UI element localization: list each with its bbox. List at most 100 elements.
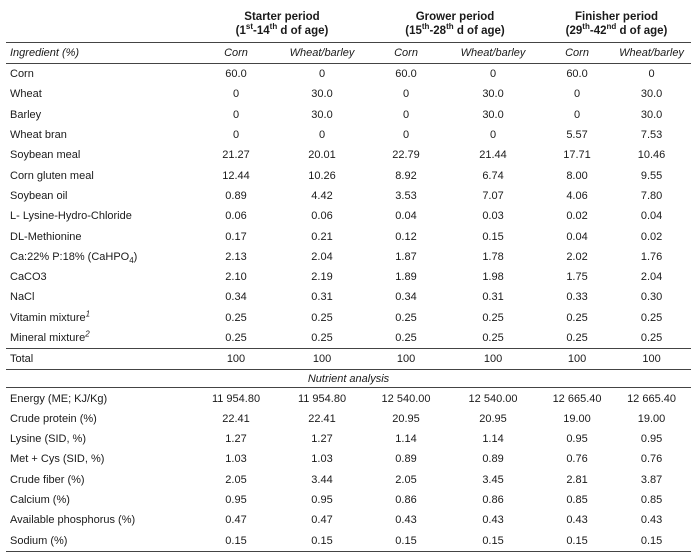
cell-value: 100 (542, 348, 613, 370)
row-label: Mineral mixture2 (10, 329, 90, 344)
cell-value: 3.87 (640, 473, 663, 486)
cell-value: 21.27 (222, 149, 250, 162)
cell-value: 10.26 (308, 169, 336, 182)
cell-value: 0 (648, 68, 655, 81)
cell-value: 0.25 (395, 311, 417, 324)
row-label: Lysine (SID, %) (10, 433, 87, 446)
nutrients-body: Energy (ME; KJ/Kg) 11 954.80 11 954.80 12 5… (6, 388, 692, 552)
cell-value: 7.07 (482, 189, 504, 202)
cell-value: 0.02 (566, 210, 588, 223)
cell-value: 5.57 (566, 129, 588, 142)
cell-value: 0.47 (311, 514, 333, 527)
cell-value: 17.71 (563, 149, 591, 162)
cell-value: 0.25 (566, 332, 588, 344)
cell-value: 0.43 (482, 514, 504, 527)
ingredient-column-header: Ingredient (%) (6, 42, 196, 64)
nutrient-section-label: Nutrient analysis (6, 369, 692, 389)
cell-value: 0 (402, 129, 410, 142)
ingredient-row: DL-Methionine 0.17 0.21 0.12 0.15 0.04 0.02 (6, 226, 691, 246)
diet-header-corn-grower: Corn (368, 42, 445, 64)
cell-value: 0.25 (482, 311, 504, 324)
cell-value: 0 (318, 68, 326, 81)
nutrient-row: Met + Cys (SID, %) 1.03 1.03 0.89 0.89 0.76 0.… (6, 449, 691, 469)
cell-value: 0.25 (640, 311, 663, 324)
cell-value: 100 (276, 348, 369, 370)
cell-value: 12 665.40 (552, 392, 602, 405)
cell-value: 0.25 (640, 332, 663, 344)
cell-value: 0 (489, 129, 497, 142)
cell-value: 2.81 (566, 473, 588, 486)
cell-value: 100 (444, 348, 543, 370)
cell-value: 20.95 (392, 412, 420, 425)
ingredient-row: Ca:22% P:18% (CaHPO4) 2.13 2.04 1.87 1.78 2.0… (6, 247, 691, 267)
ingredient-row: NaCl 0.34 0.31 0.34 0.31 0.33 0.30 (6, 287, 691, 307)
ingredient-row: Soybean oil 0.89 4.42 3.53 7.07 4.06 7.80 (6, 186, 691, 206)
cell-value: 0.85 (566, 494, 588, 507)
period-title-starter: Starter period (244, 11, 320, 23)
period-range-starter: (1st-14th d of age) (196, 23, 369, 43)
cell-value: 22.41 (222, 412, 250, 425)
cell-value: 0.95 (640, 433, 663, 446)
cell-value: 0.31 (482, 291, 504, 304)
cell-value: 0.15 (444, 530, 543, 552)
cell-value: 30.0 (482, 108, 504, 121)
cell-value: 0.89 (395, 453, 417, 466)
ingredient-row: Barley 0 30.0 0 30.0 0 30.0 (6, 105, 691, 125)
cell-value: 1.03 (225, 453, 247, 466)
row-label: Ca:22% P:18% (CaHPO4) (10, 250, 138, 265)
row-label: Available phosphorus (%) (10, 514, 136, 527)
period-title-grower: Grower period (415, 11, 495, 23)
cell-value: 21.44 (479, 149, 507, 162)
cell-value: 0.25 (225, 332, 247, 344)
header-corner-2 (6, 24, 196, 43)
cell-value: 3.53 (395, 189, 417, 202)
nutrient-row: Available phosphorus (%) 0.47 0.47 0.43 0.43… (6, 510, 691, 530)
cell-value: 19.00 (563, 412, 591, 425)
ingredient-row: Wheat 0 30.0 0 30.0 0 30.0 (6, 84, 691, 104)
cell-value: 0 (232, 88, 240, 101)
cell-value: 0 (573, 88, 581, 101)
cell-value: 1.27 (311, 433, 333, 446)
cell-value: 0.06 (311, 210, 333, 223)
diet-header-wheat-finisher: Wheat/barley (612, 42, 692, 64)
cell-value: 7.80 (640, 189, 663, 202)
cell-value: 12.44 (222, 169, 250, 182)
cell-value: 22.79 (392, 149, 420, 162)
cell-value: 60.0 (566, 68, 588, 81)
cell-value: 9.55 (640, 169, 663, 182)
cell-value: 2.13 (225, 250, 247, 263)
nutrient-row: Calcium (%) 0.95 0.95 0.86 0.86 0.85 0.85 (6, 490, 691, 510)
row-label: Corn (10, 68, 34, 81)
cell-value: 12 665.40 (627, 392, 676, 405)
ingredient-row: Total 100 100 100 100 100 100 (6, 348, 692, 370)
cell-value: 11 954.80 (211, 392, 261, 405)
cell-value: 19.00 (637, 412, 666, 425)
cell-value: 22.41 (308, 412, 336, 425)
cell-value: 0.43 (566, 514, 588, 527)
cell-value: 0.95 (225, 494, 247, 507)
cell-value: 0 (402, 88, 410, 101)
ingredient-row: Corn gluten meal 12.44 10.26 8.92 6.74 8.00 9.… (6, 165, 691, 185)
cell-value: 0.02 (640, 230, 663, 243)
cell-value: 0.15 (612, 530, 692, 552)
cell-value: 2.05 (225, 473, 247, 486)
cell-value: 3.44 (311, 473, 333, 486)
cell-value: 0 (402, 108, 410, 121)
cell-value: 0.95 (566, 433, 588, 446)
cell-value: 12 540.00 (468, 392, 518, 405)
cell-value: 1.14 (482, 433, 504, 446)
cell-value: 0.43 (640, 514, 663, 527)
cell-value: 100 (196, 348, 276, 370)
cell-value: 0.34 (225, 291, 247, 304)
cell-value: 30.0 (482, 88, 504, 101)
cell-value: 8.92 (395, 169, 417, 182)
cell-value: 0.34 (395, 291, 417, 304)
cell-value: 0.25 (395, 332, 417, 344)
cell-value: 30.0 (640, 108, 663, 121)
cell-value: 2.04 (640, 271, 663, 284)
cell-value: 1.27 (225, 433, 247, 446)
cell-value: 0.03 (482, 210, 504, 223)
cell-value: 0.25 (311, 311, 333, 324)
cell-value: 10.46 (637, 149, 666, 162)
